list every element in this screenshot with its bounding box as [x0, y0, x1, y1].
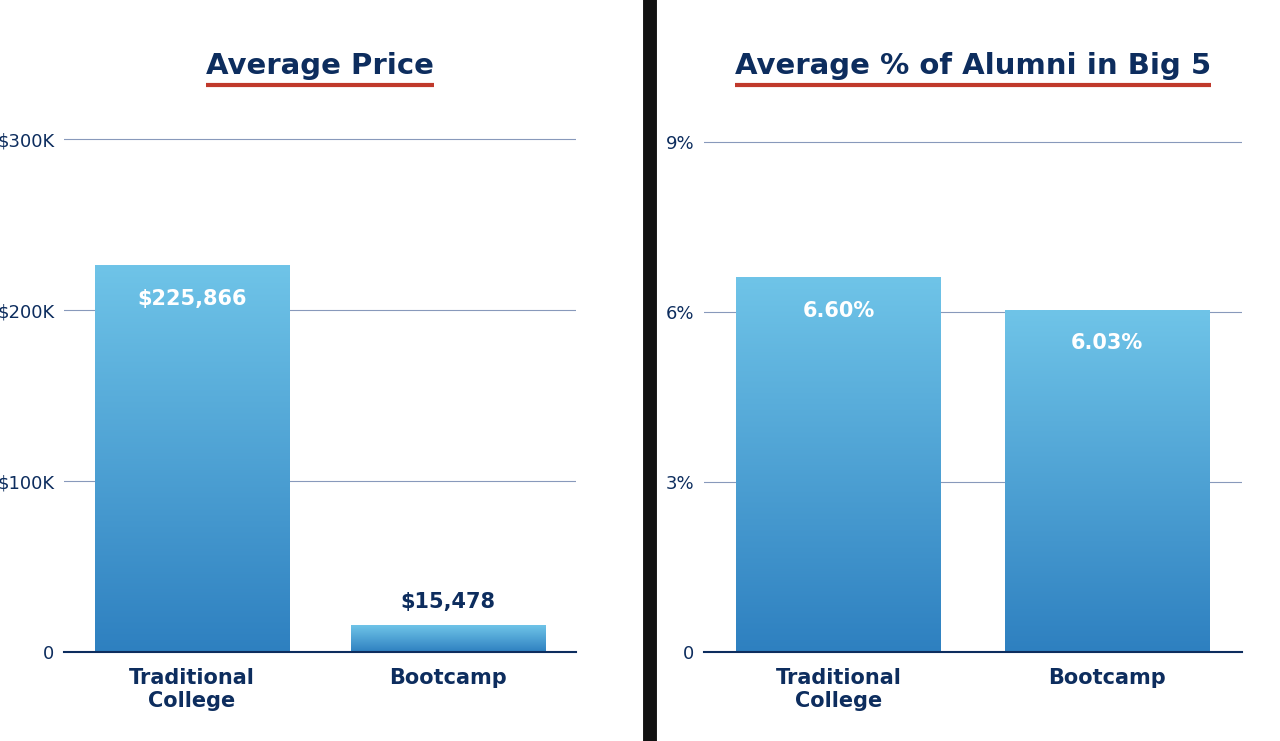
Title: Average Price: Average Price	[206, 52, 434, 80]
Text: $15,478: $15,478	[401, 592, 495, 612]
Title: Average % of Alumni in Big 5: Average % of Alumni in Big 5	[735, 52, 1211, 80]
Text: $225,866: $225,866	[137, 289, 247, 309]
Text: 6.60%: 6.60%	[803, 301, 874, 321]
Text: 6.03%: 6.03%	[1071, 333, 1143, 353]
